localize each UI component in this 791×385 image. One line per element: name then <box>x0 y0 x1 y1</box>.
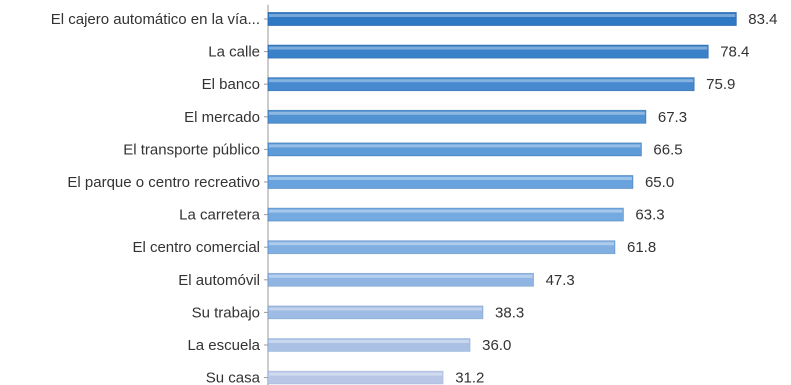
axis-layer <box>264 4 269 385</box>
category-label: El transporte público <box>123 141 260 158</box>
value-label: 66.5 <box>653 141 682 158</box>
category-label: El automóvil <box>178 272 260 289</box>
bar-highlight <box>269 242 615 246</box>
category-label: La calle <box>208 44 260 61</box>
bar <box>267 305 484 320</box>
bar <box>267 272 534 287</box>
category-label: El parque o centro recreativo <box>67 174 260 191</box>
bar <box>267 44 709 59</box>
category-label: La escuela <box>187 337 260 354</box>
bar <box>267 240 616 255</box>
value-label: 61.8 <box>627 239 656 256</box>
bar <box>267 370 444 385</box>
bar <box>267 338 471 352</box>
value-label: 47.3 <box>546 272 575 289</box>
bar <box>267 142 642 157</box>
value-label: 75.9 <box>706 76 735 93</box>
bar-highlight <box>269 274 533 278</box>
bar-highlight <box>269 307 483 311</box>
value-label: 83.4 <box>748 11 777 28</box>
category-label: El centro comercial <box>132 239 260 256</box>
category-label: El mercado <box>184 109 260 126</box>
bars-layer <box>267 12 737 385</box>
bar-highlight <box>269 144 641 148</box>
value-label: 63.3 <box>635 207 664 224</box>
bar-highlight <box>269 79 694 83</box>
bar-highlight <box>269 372 443 376</box>
labels-layer: El cajero automático en la vía... 83.4 La … <box>51 11 778 385</box>
bar <box>267 207 624 222</box>
value-label: 38.3 <box>495 304 524 321</box>
bar-highlight <box>269 111 645 115</box>
value-label: 36.0 <box>482 337 511 354</box>
bar-highlight <box>269 209 623 213</box>
category-label: Su casa <box>206 370 261 385</box>
bar-highlight <box>269 46 708 50</box>
category-label: La carretera <box>179 207 261 224</box>
category-label: El cajero automático en la vía... <box>51 11 260 28</box>
bar <box>267 175 634 189</box>
bar-highlight <box>269 340 470 343</box>
value-label: 67.3 <box>658 109 687 126</box>
value-label: 65.0 <box>645 174 674 191</box>
category-label: El banco <box>202 76 260 93</box>
bar <box>267 109 647 124</box>
bar-highlight <box>269 14 736 17</box>
bar <box>267 77 695 92</box>
value-label: 31.2 <box>455 370 484 385</box>
bar <box>267 12 737 26</box>
bar-highlight <box>269 177 632 180</box>
value-label: 78.4 <box>720 44 749 61</box>
category-label: Su trabajo <box>192 304 260 321</box>
